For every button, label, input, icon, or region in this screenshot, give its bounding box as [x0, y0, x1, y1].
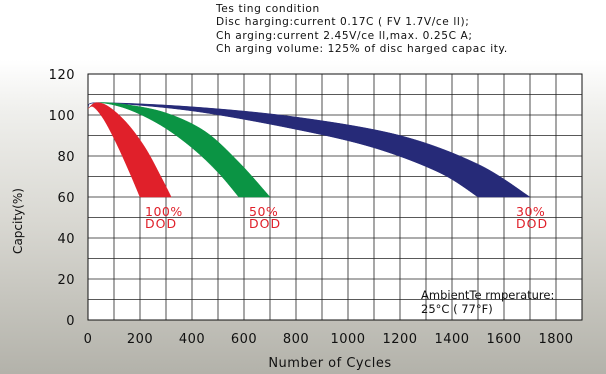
y-tick-label: 80: [57, 150, 75, 165]
x-axis-title: Number of Cycles: [268, 356, 392, 371]
testing-condition-volume: Ch arging volume: 125% of disc harged ca…: [216, 42, 508, 55]
y-tick-label: 0: [66, 314, 75, 329]
x-tick-label: 400: [179, 332, 205, 347]
series-label-value: 100%: [145, 204, 183, 219]
ambient-temperature-value: 25°C ( 77°F): [421, 302, 493, 316]
y-tick-label: 100: [49, 109, 75, 124]
series-label-value: 50%: [249, 204, 278, 219]
y-tick-label: 60: [57, 191, 75, 206]
ambient-temperature-label: AmbientTe rmperature:: [421, 288, 555, 302]
x-tick-label: 1200: [382, 332, 417, 347]
series-label-dod: DOD: [516, 216, 548, 231]
y-axis-title: Capcity(%): [11, 188, 25, 254]
series-label-value: 30%: [516, 204, 545, 219]
x-tick-label: 0: [84, 332, 93, 347]
testing-condition-discharge: Disc harging:current 0.17C ( FV 1.7V/ce …: [216, 16, 470, 29]
band-50-dod: [87, 102, 271, 198]
x-tick-label: 200: [127, 332, 153, 347]
ambient-temperature-note: AmbientTe rmperature: 25°C ( 77°F): [421, 288, 554, 316]
x-tick-label: 600: [231, 332, 257, 347]
x-tick-label: 1000: [330, 332, 365, 347]
testing-condition-block: Tes ting condition Disc harging:current …: [216, 3, 508, 56]
x-tick-label: 1800: [538, 332, 573, 347]
y-tick-label: 20: [57, 273, 75, 288]
series-label-dod: DOD: [249, 216, 281, 231]
band-30-dod: [87, 102, 531, 198]
x-tick-label: 800: [283, 332, 309, 347]
x-tick-label: 1600: [486, 332, 521, 347]
y-tick-label: 40: [57, 232, 75, 247]
band-100-dod: [87, 102, 172, 198]
x-tick-label: 1400: [434, 332, 469, 347]
series-label-dod: DOD: [145, 216, 177, 231]
testing-condition-title: Tes ting condition: [216, 3, 320, 15]
testing-condition-charge: Ch arging:current 2.45V/ce ll,max. 0.25C…: [216, 29, 473, 42]
chart-bands: [87, 102, 531, 198]
y-tick-label: 120: [49, 68, 75, 83]
